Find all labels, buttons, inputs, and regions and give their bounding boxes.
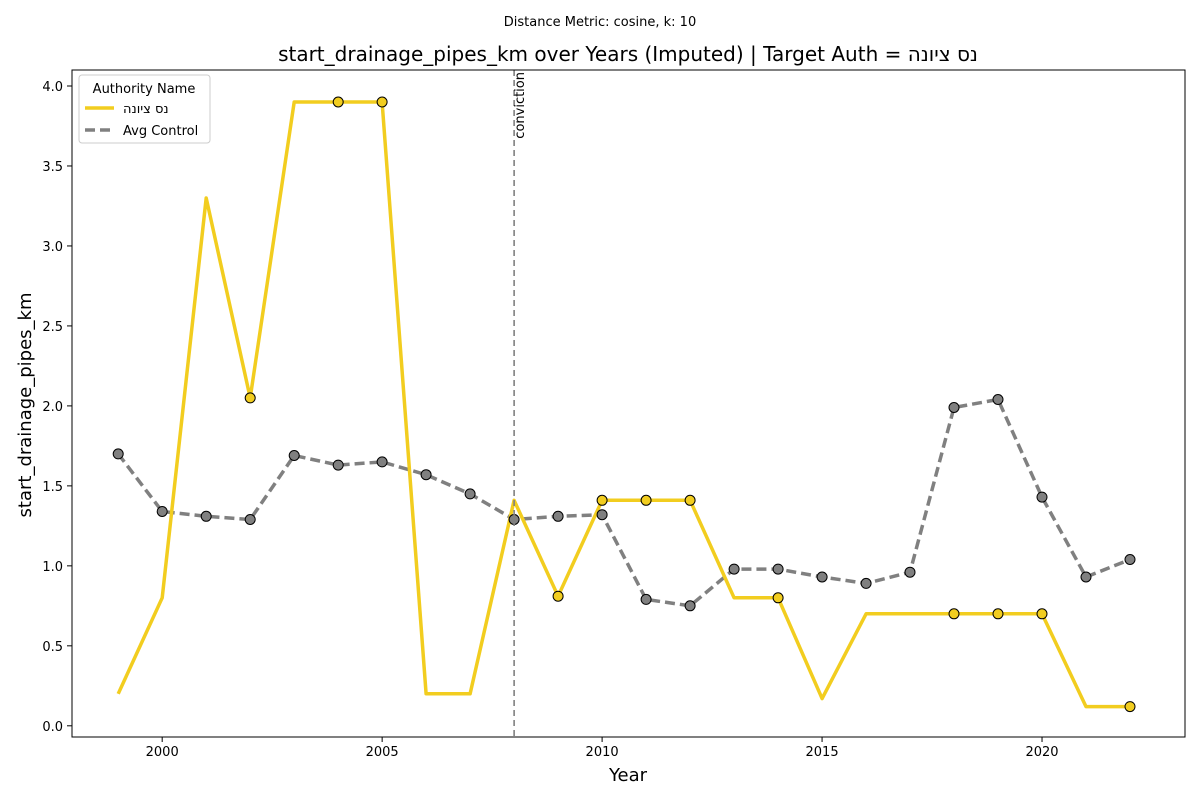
y-tick-label: 1.5 (42, 480, 63, 495)
x-axis-label: Year (608, 765, 648, 786)
data-point-target (772, 592, 784, 604)
data-point-target (332, 96, 344, 108)
conviction-label: conviction (513, 72, 528, 139)
data-point-avg-control (288, 450, 300, 461)
x-tick-label: 2015 (806, 745, 839, 760)
series-layer (112, 96, 1136, 713)
data-point-avg-control (332, 459, 344, 471)
chart-suptitle: Distance Metric: cosine, k: 10 (504, 15, 696, 30)
data-point-avg-control (1124, 554, 1136, 565)
data-point-target (244, 392, 256, 404)
data-point-target (376, 96, 388, 108)
legend-label-target: נס ציונה (123, 102, 169, 117)
data-point-avg-control (772, 563, 784, 575)
x-tick-label: 2020 (1025, 745, 1058, 760)
series-line-target (116, 100, 1130, 709)
y-tick-label: 2.0 (42, 400, 63, 415)
data-point-avg-control (860, 577, 872, 589)
x-tick-label: 2010 (586, 745, 619, 760)
data-point-target (596, 494, 608, 506)
data-point-avg-control (552, 510, 564, 522)
data-point-avg-control (1080, 571, 1092, 583)
data-point-target (684, 494, 696, 506)
x-tick-label: 2000 (146, 745, 179, 760)
legend-title: Authority Name (93, 82, 196, 97)
series-line-avg-control (116, 397, 1131, 608)
data-point-target (640, 494, 652, 506)
data-point-avg-control (640, 593, 652, 605)
plot-background (72, 70, 1185, 737)
legend-box (78, 74, 211, 144)
data-point-avg-control (728, 563, 740, 575)
chart-title: start_drainage_pipes_km over Years (Impu… (278, 42, 978, 66)
y-axis-label: start_drainage_pipes_km (15, 293, 36, 518)
data-point-target (1124, 701, 1136, 713)
data-point-avg-control (200, 510, 212, 522)
legend-label-avg-control: Avg Control (123, 124, 198, 139)
data-point-avg-control (464, 488, 476, 500)
data-point-avg-control (904, 566, 916, 578)
data-point-target (552, 590, 564, 602)
data-point-avg-control (596, 509, 608, 521)
data-point-avg-control (112, 448, 124, 460)
y-tick-label: 2.5 (42, 320, 63, 335)
legend: Authority Name נס ציונה Avg Control (78, 74, 211, 144)
data-point-avg-control (244, 514, 256, 525)
axes-layer: 2000 2005 2010 2015 2020 0.0 0.5 1.0 1.5 2.0 2.5 3.… (42, 69, 1186, 760)
data-point-avg-control (948, 402, 960, 413)
data-point-avg-control (420, 469, 432, 481)
data-point-target (992, 608, 1004, 620)
data-point-target (948, 608, 960, 620)
data-point-avg-control (156, 506, 168, 517)
y-tick-label: 0.0 (42, 720, 63, 735)
data-point-target (1036, 608, 1048, 620)
y-tick-label: 1.0 (42, 560, 63, 575)
x-tick-label: 2005 (366, 745, 399, 760)
data-point-avg-control (684, 600, 696, 612)
y-tick-label: 0.5 (42, 640, 63, 655)
y-tick-label: 3.5 (42, 160, 63, 175)
data-point-avg-control (1036, 491, 1048, 503)
data-point-avg-control (376, 456, 388, 468)
y-tick-label: 4.0 (42, 80, 63, 95)
data-point-avg-control (992, 394, 1004, 405)
axes-frame (71, 69, 1186, 738)
data-point-avg-control (816, 571, 828, 583)
plot-area (72, 70, 1185, 737)
vline-layer: conviction (513, 70, 528, 737)
y-tick-label: 3.0 (42, 240, 63, 255)
